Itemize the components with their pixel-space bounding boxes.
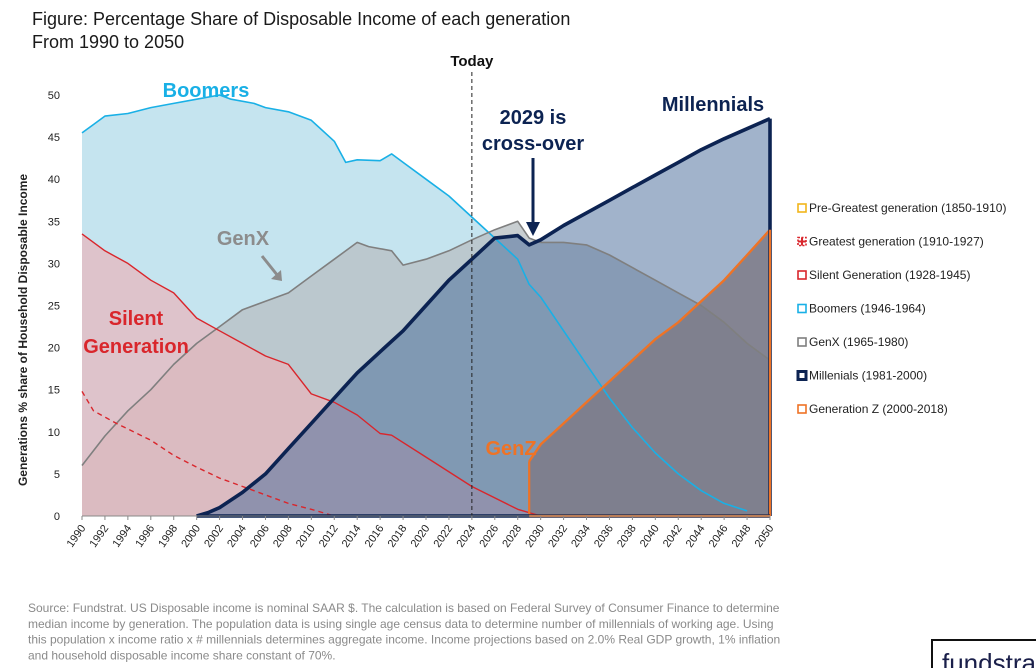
genz-label: GenZ <box>485 438 536 460</box>
x-tick-label: 2016 <box>363 523 387 550</box>
x-tick-label: 2030 <box>523 523 547 550</box>
x-tick-label: 2040 <box>638 523 662 550</box>
legend-item: Millenials (1981-2000) <box>796 369 927 383</box>
legend-item: GenX (1965-1980) <box>797 335 908 349</box>
boomers-label: Boomers <box>163 80 250 102</box>
x-tick-label: 2004 <box>225 523 249 550</box>
crossover-label-line2: cross-over <box>482 133 584 155</box>
y-tick-label: 20 <box>48 343 60 355</box>
genx-line <box>81 220 771 466</box>
legend-swatch <box>797 337 807 347</box>
x-tick-label: 2018 <box>386 523 410 550</box>
y-tick-label: 45 <box>48 132 60 144</box>
x-tick-label: 2026 <box>477 523 501 550</box>
legend-swatch <box>797 203 807 213</box>
legend-swatch <box>797 270 807 280</box>
x-tick-label: 2034 <box>569 523 593 550</box>
legend-item: Boomers (1946-1964) <box>797 302 926 316</box>
genx-arrow-head <box>271 270 282 281</box>
source-line: median income by generation. The populat… <box>28 617 774 631</box>
x-tick-label: 2008 <box>271 523 295 550</box>
x-tick-label: 1996 <box>133 523 157 550</box>
silent-label-line2: Generation <box>83 336 189 358</box>
genz-line <box>528 228 771 462</box>
x-tick-label: 2014 <box>340 523 364 550</box>
y-tick-label: 35 <box>48 216 60 228</box>
source-note: Source: Fundstrat. US Disposable income … <box>28 601 780 662</box>
x-tick-label: 2038 <box>615 523 639 550</box>
legend-label: Greatest generation (1910-1927) <box>809 235 984 249</box>
logo-text: fundstrat <box>942 648 1036 668</box>
genx-arrow-shaft <box>260 255 280 277</box>
x-tick-label: 2020 <box>409 523 433 550</box>
legend-label: Silent Generation (1928-1945) <box>809 268 970 282</box>
y-tick-label: 0 <box>54 511 60 523</box>
y-tick-label: 40 <box>48 174 60 186</box>
x-tick-label: 2024 <box>454 523 478 550</box>
y-tick-label: 5 <box>54 469 60 481</box>
x-tick-label: 1992 <box>88 523 112 550</box>
x-tick-label: 2028 <box>500 523 524 550</box>
greatest-line <box>81 391 335 517</box>
x-tick-label: 1994 <box>110 523 134 550</box>
x-tick-label: 2036 <box>592 523 616 550</box>
x-tick-label: 2046 <box>707 523 731 550</box>
legend-swatch-border <box>797 236 807 247</box>
millennials-label: Millennials <box>662 94 764 116</box>
x-tick-label: 2050 <box>753 523 777 550</box>
crossover-arrow-head <box>526 222 540 236</box>
source-line: Source: Fundstrat. US Disposable income … <box>28 601 780 615</box>
y-axis-label: Generations % share of Household Disposa… <box>16 174 30 486</box>
x-tick-label: 1990 <box>65 523 89 550</box>
genx-label: GenX <box>217 228 270 250</box>
y-tick-label: 50 <box>48 90 60 102</box>
x-tick-label: 2044 <box>684 523 708 550</box>
chart-subtitle: From 1990 to 2050 <box>32 32 184 52</box>
legend-item: Silent Generation (1928-1945) <box>797 268 970 282</box>
y-tick-label: 10 <box>48 427 60 439</box>
source-line: and household disposable income share co… <box>28 648 336 662</box>
crossover-label-line1: 2029 is <box>500 107 567 129</box>
x-tick-label: 2002 <box>202 523 226 550</box>
x-tick-label: 2012 <box>317 523 341 550</box>
silent-line <box>81 233 541 517</box>
silent-area <box>82 233 541 516</box>
legend-swatch <box>796 370 808 381</box>
boomers-line <box>81 94 748 512</box>
chart-title: Figure: Percentage Share of Disposable I… <box>32 9 570 29</box>
legend-swatch <box>798 237 806 246</box>
legend-item: Generation Z (2000-2018) <box>797 402 948 416</box>
x-tick-label: 2042 <box>661 523 685 550</box>
legend: Pre-Greatest generation (1850-1910) Great… <box>796 201 1006 416</box>
x-tick-label: 2032 <box>546 523 570 550</box>
millennials-area <box>196 118 770 516</box>
legend-label: Generation Z (2000-2018) <box>809 402 948 416</box>
x-tick-label: 2006 <box>248 523 272 550</box>
annotations: Boomers GenX Silent Generation Millennials Ge… <box>83 80 764 460</box>
millennials-line <box>196 116 771 518</box>
x-tick-label: 2022 <box>432 523 456 550</box>
source-line: this population x income ratio x # mille… <box>28 633 780 647</box>
legend-item: Pre-Greatest generation (1850-1910) <box>797 201 1006 215</box>
x-tick-label: 1998 <box>156 523 180 550</box>
legend-label: GenX (1965-1980) <box>809 335 908 349</box>
y-tick-label: 25 <box>48 301 60 313</box>
today-label: Today <box>450 53 494 70</box>
legend-swatch <box>797 303 807 314</box>
x-tick-label: 2010 <box>294 523 318 550</box>
x-tick-label: 2048 <box>730 523 754 550</box>
y-tick-label: 30 <box>48 258 60 270</box>
x-tick-label: 2000 <box>179 523 203 550</box>
legend-item: Greatest generation (1910-1927) <box>797 235 984 249</box>
silent-label-line1: Silent <box>109 308 164 330</box>
plot-area: Today <box>81 53 772 518</box>
legend-label: Pre-Greatest generation (1850-1910) <box>809 201 1006 215</box>
y-tick-label: 15 <box>48 385 60 397</box>
legend-swatch <box>797 404 807 414</box>
fundstrat-logo: fundstrat <box>931 639 1036 668</box>
legend-label: Millenials (1981-2000) <box>809 369 927 383</box>
legend-label: Boomers (1946-1964) <box>809 302 926 316</box>
